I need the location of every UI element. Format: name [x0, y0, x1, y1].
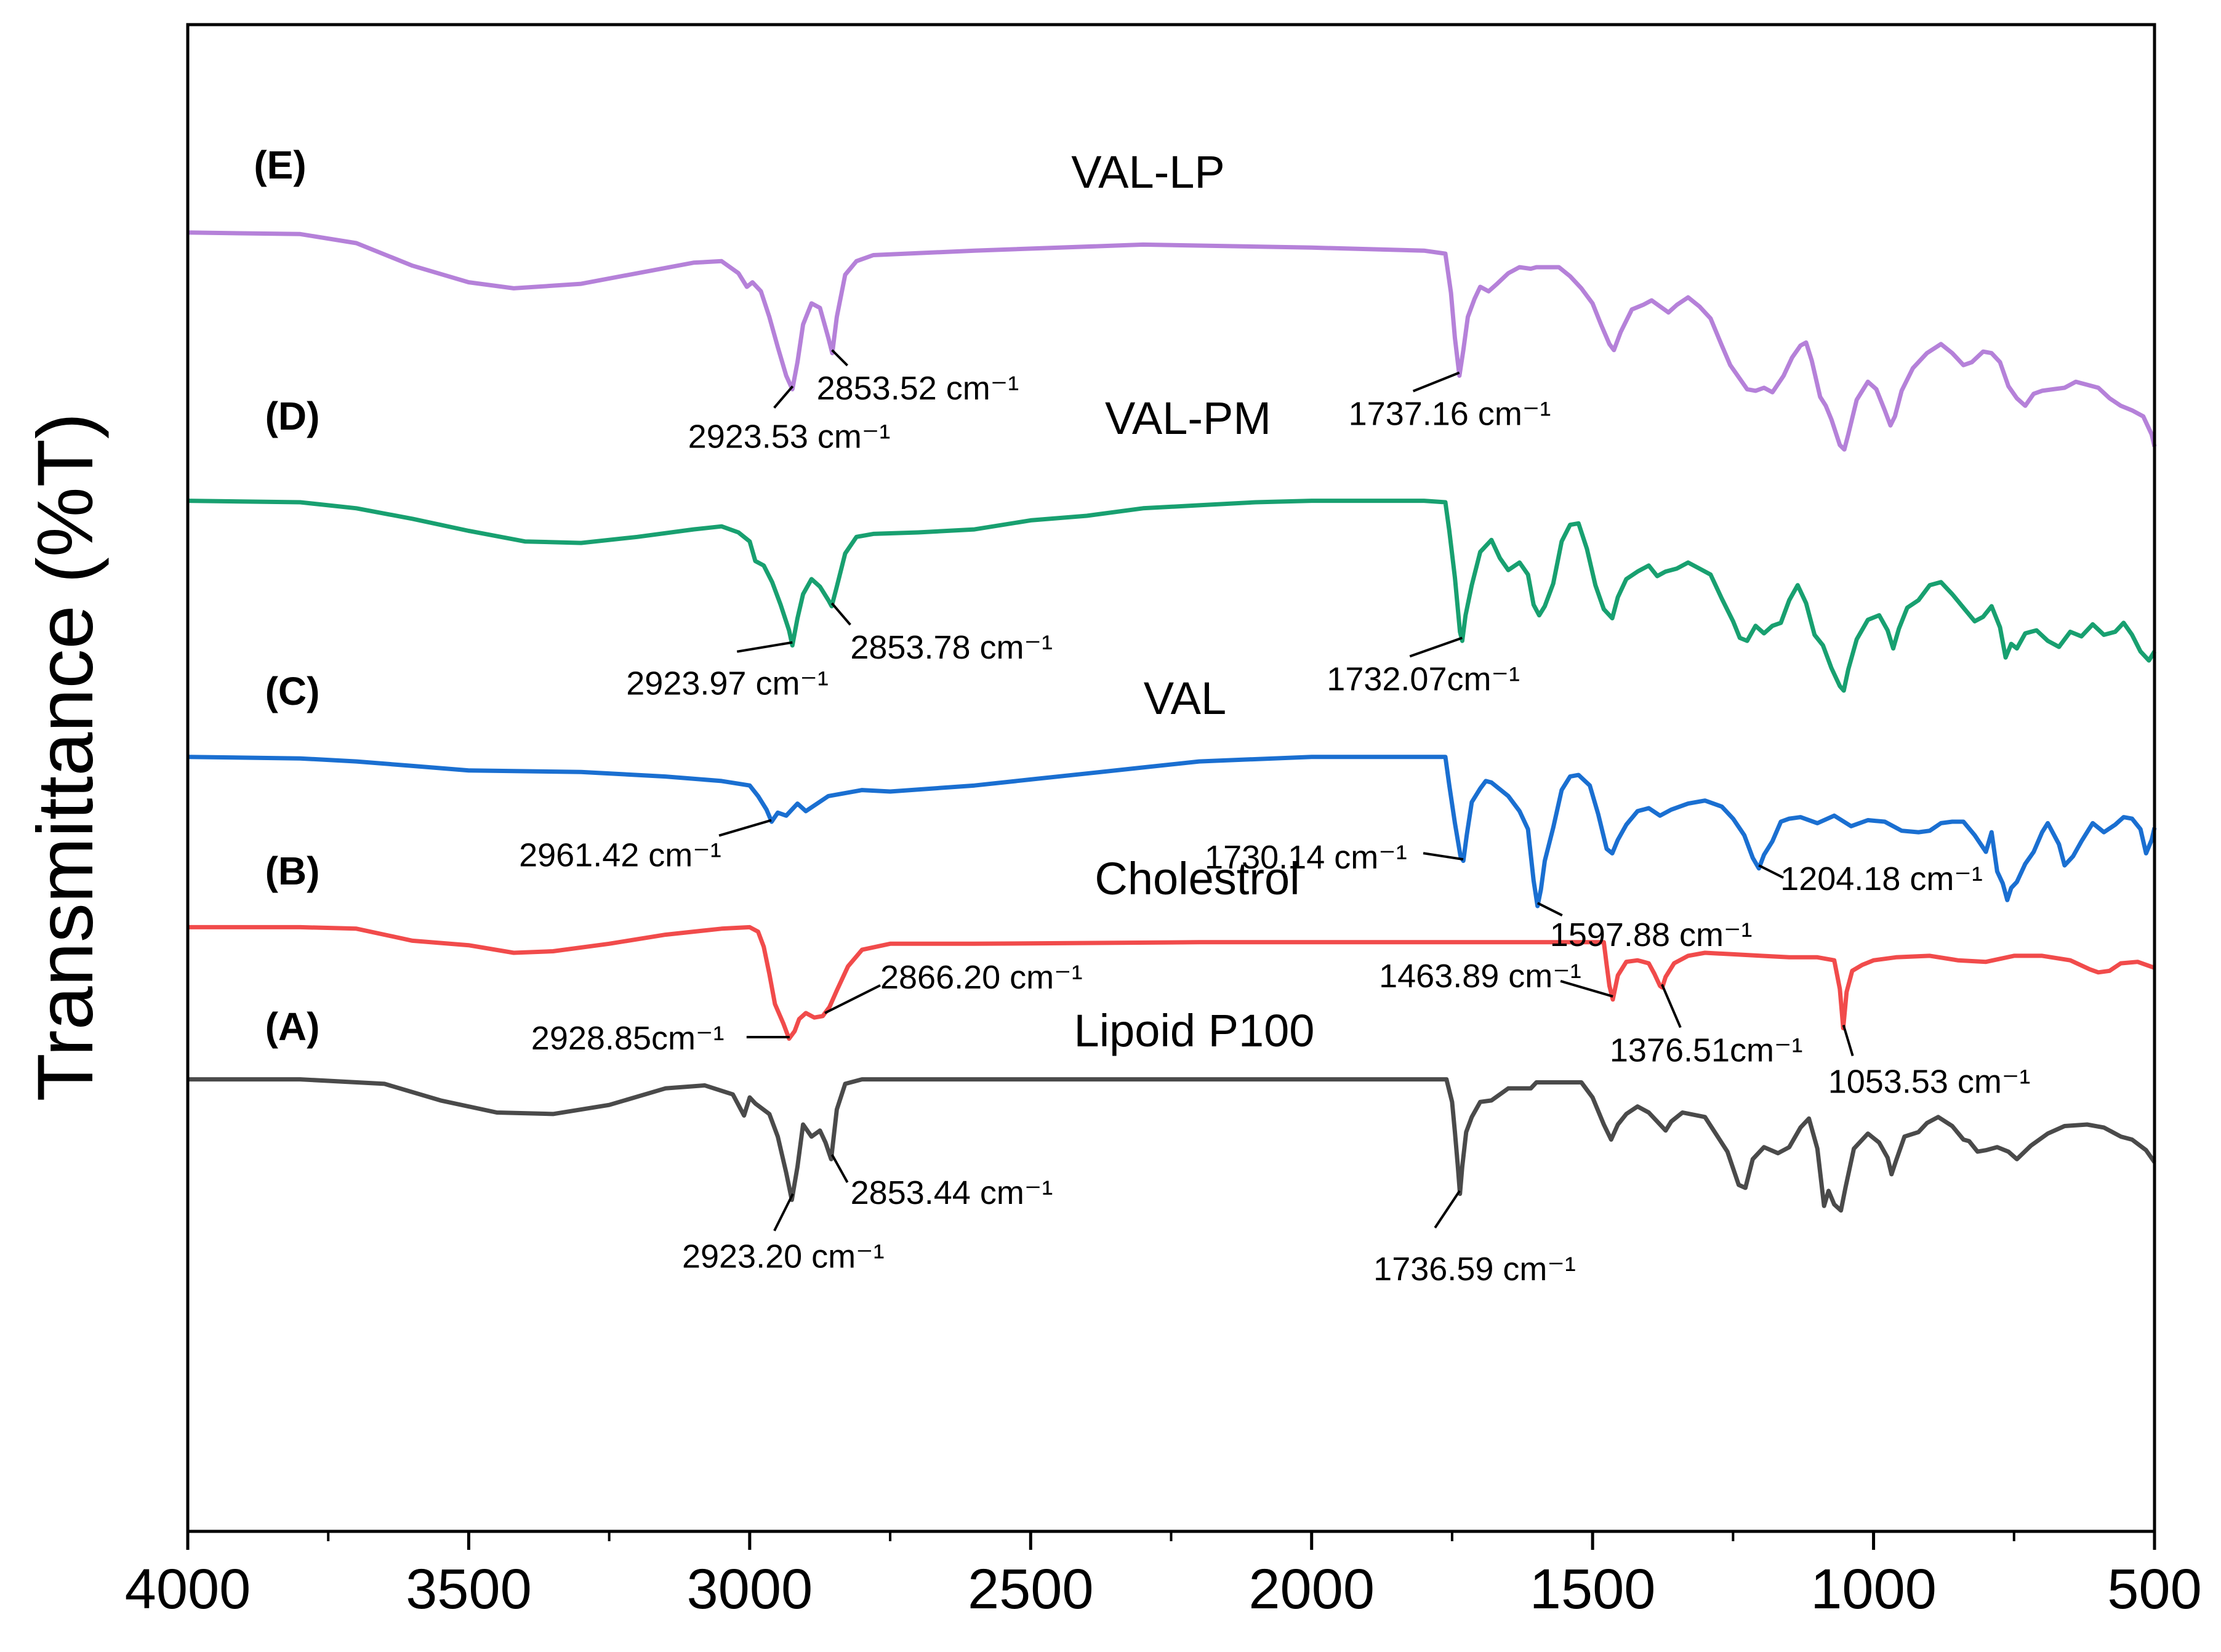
- peak-annotation-b: 1376.51cm⁻¹: [1610, 1032, 1803, 1069]
- peak-annotation-d: 2853.78 cm⁻¹: [850, 629, 1053, 666]
- peak-leader-line: [830, 602, 851, 626]
- curve-name-d: VAL-PM: [1105, 393, 1271, 444]
- curve-tag-e: (E): [254, 143, 306, 187]
- spectrum-line-c: [187, 755, 2157, 908]
- peak-leader-line: [1661, 984, 1682, 1028]
- peak-leader-line: [830, 1154, 849, 1183]
- curve-tag-d: (D): [265, 394, 320, 438]
- peak-leader-line: [736, 641, 793, 653]
- peak-leader-line: [1560, 980, 1613, 998]
- peak-annotation-e: 1737.16 cm⁻¹: [1349, 395, 1551, 432]
- peak-leader-line: [1423, 852, 1464, 861]
- peak-leader-line: [1409, 636, 1463, 658]
- peak-annotation-b: 2866.20 cm⁻¹: [880, 959, 1083, 996]
- curve-name-a: Lipoid P100: [1074, 1005, 1315, 1056]
- peak-leader-line: [831, 349, 848, 367]
- curve-name-b: Cholestrol: [1094, 853, 1299, 904]
- curve-name-c: VAL: [1144, 673, 1226, 724]
- peak-annotation-c: 1204.18 cm⁻¹: [1780, 860, 1983, 897]
- peak-annotation-a: 2853.44 cm⁻¹: [851, 1174, 1053, 1211]
- x-tick-label: 2500: [968, 1558, 1094, 1621]
- peak-annotation-c: 1730.14 cm⁻¹: [1205, 839, 1407, 876]
- peak-annotation-d: 1732.07cm⁻¹: [1327, 660, 1520, 697]
- spectrum-line-d: [187, 499, 2156, 693]
- x-tick-label: 500: [2107, 1558, 2202, 1621]
- curve-tag-c: (C): [265, 669, 320, 713]
- peak-leader-line: [1412, 371, 1460, 393]
- annotation-lines: [718, 349, 1854, 1232]
- peak-annotation-c: 1597.88 cm⁻¹: [1550, 916, 1753, 953]
- peak-leader-line: [1842, 1024, 1854, 1057]
- peak-leader-line: [773, 385, 794, 409]
- peak-leader-line: [718, 819, 772, 837]
- peak-annotation-c: 2961.42 cm⁻¹: [519, 837, 721, 874]
- curve-name-e: VAL-LP: [1071, 146, 1225, 198]
- x-tick-label: 3500: [406, 1558, 532, 1621]
- peak-annotation-b: 1463.89 cm⁻¹: [1379, 958, 1581, 995]
- peak-annotation-b: 1053.53 cm⁻¹: [1828, 1063, 2031, 1100]
- peak-annotation-b: 2928.85cm⁻¹: [531, 1020, 725, 1057]
- peak-annotation-d: 2923.97 cm⁻¹: [626, 665, 829, 702]
- peak-leader-line: [1758, 864, 1785, 879]
- spectrum-line-b: [188, 924, 2156, 1041]
- peak-annotation-e: 2923.53 cm⁻¹: [688, 419, 891, 455]
- x-tick-label: 1000: [1810, 1558, 1937, 1621]
- peak-leader-line: [824, 984, 881, 1014]
- x-tick-label: 2000: [1248, 1558, 1375, 1621]
- curve-tag-a: (A): [265, 1004, 320, 1049]
- peak-annotation-a: 1736.59 cm⁻¹: [1373, 1251, 1576, 1288]
- peak-annotation-e: 2853.52 cm⁻¹: [817, 370, 1019, 407]
- peak-leader-line: [1434, 1190, 1461, 1229]
- x-axis-ticks: 4000 3500 3000 2500 2000 1500 1000 500: [125, 1531, 2202, 1621]
- x-tick-label: 4000: [125, 1558, 251, 1621]
- peak-leader-line: [1536, 902, 1563, 916]
- peak-leader-line: [773, 1193, 794, 1232]
- x-tick-label: 1500: [1530, 1558, 1656, 1621]
- spectrum-line-e: [187, 230, 2157, 452]
- peak-annotation-a: 2923.20 cm⁻¹: [682, 1238, 885, 1275]
- y-axis-title: Transmittance (%T): [22, 413, 110, 1102]
- x-tick-label: 3000: [687, 1558, 813, 1621]
- curve-tag-b: (B): [265, 849, 320, 893]
- labels-group: Lipoid P100 (A) Cholestrol (B) VAL (C) VAL-PM (…: [254, 143, 2030, 1288]
